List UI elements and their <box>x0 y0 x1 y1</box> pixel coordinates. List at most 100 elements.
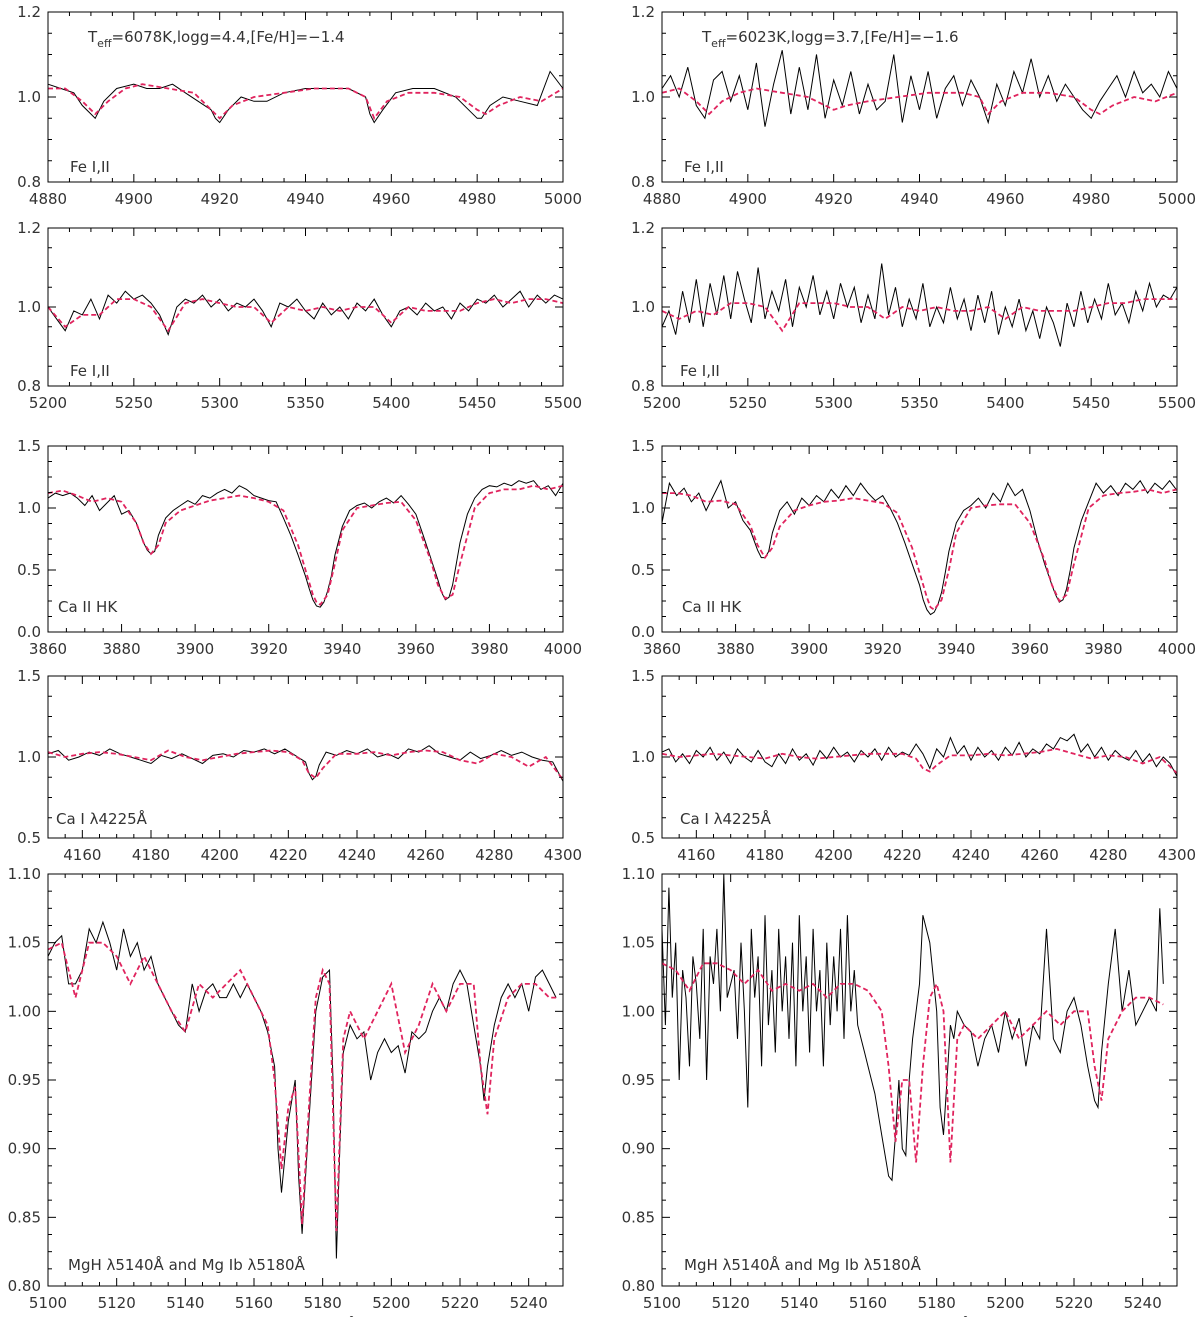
y-tick-label: 1.00 <box>8 1002 41 1020</box>
x-tick-label: 4960 <box>986 190 1024 208</box>
y-tick-label: 1.10 <box>8 865 41 883</box>
x-tick-label: 5250 <box>729 394 767 412</box>
plot-frame <box>661 227 1178 387</box>
species-label: Fe I,II <box>680 362 720 380</box>
x-tick-label: 4920 <box>201 190 239 208</box>
model-spectrum-line <box>47 298 564 333</box>
x-tick-label: 3980 <box>1084 640 1122 658</box>
model-spectrum-line <box>661 962 1164 1163</box>
model-spectrum-line <box>662 488 1178 611</box>
x-tick-label: 5120 <box>712 1294 750 1312</box>
y-tick-label: 0.90 <box>8 1140 41 1158</box>
x-tick-label: 5500 <box>544 394 582 412</box>
y-tick-label: 1.0 <box>631 748 655 766</box>
observed-spectrum-line <box>661 733 1178 777</box>
x-tick-label: 4160 <box>677 846 715 864</box>
y-tick-label: 1.05 <box>8 934 41 952</box>
y-tick-label: 0.95 <box>622 1071 655 1089</box>
y-tick-label: 1.5 <box>631 667 655 685</box>
species-label: Fe I,II <box>70 158 110 176</box>
x-tick-label: 5180 <box>918 1294 956 1312</box>
x-tick-label: 4940 <box>900 190 938 208</box>
feh-value: [Fe/H]=−1.6 <box>864 28 958 46</box>
y-tick-label: 1.0 <box>631 499 655 517</box>
x-tick-label: 4180 <box>746 846 784 864</box>
observed-spectrum-line <box>661 263 1178 347</box>
y-tick-label: 1.2 <box>631 219 655 237</box>
x-tick-label: 3900 <box>790 640 828 658</box>
observed-spectrum-line <box>47 290 564 337</box>
x-tick-label: 4300 <box>544 846 582 864</box>
x-tick-label: 3940 <box>323 640 361 658</box>
y-tick-label: 0.8 <box>631 377 655 395</box>
panel-p8: 4160 4180 4200 4220 4240 4260 4280 4300 0.5 1.0 1.… <box>631 667 1196 864</box>
x-tick-label: 5350 <box>286 394 324 412</box>
y-tick-label: 0.90 <box>622 1140 655 1158</box>
species-label: Ca I λ4225Å <box>680 809 772 828</box>
panel-p3: 5200 5250 5300 5350 5400 5450 5500 0.8 1.0 1.2 Fe … <box>17 219 582 412</box>
model-spectrum-line <box>47 484 564 606</box>
x-tick-label: 5160 <box>849 1294 887 1312</box>
x-tick-label: 4300 <box>1158 846 1196 864</box>
model-spectrum-line <box>661 747 1178 774</box>
x-tick-label: 5220 <box>1055 1294 1093 1312</box>
x-tick-label: 3940 <box>937 640 975 658</box>
y-tick-label: 1.2 <box>17 219 41 237</box>
panel-p7: 4160 4180 4200 4220 4240 4260 4280 4300 0.5 1.0 1.… <box>17 667 582 864</box>
x-tick-label: 3880 <box>102 640 140 658</box>
y-tick-label: 1.0 <box>17 88 41 106</box>
x-tick-label: 5500 <box>1158 394 1196 412</box>
x-tick-label: 5140 <box>166 1294 204 1312</box>
x-tick-label: 4900 <box>729 190 767 208</box>
species-label: Ca I λ4225Å <box>56 809 148 828</box>
teff-symbol: T <box>701 28 712 46</box>
stellar-parameters: Teff=6023K,logg=3.7,[Fe/H]=−1.6 <box>701 28 959 50</box>
x-tick-label: 4240 <box>338 846 376 864</box>
feh-value: [Fe/H]=−1.4 <box>250 28 344 46</box>
x-tick-label: 4180 <box>132 846 170 864</box>
x-tick-label: 4260 <box>407 846 445 864</box>
x-tick-label: 5200 <box>372 1294 410 1312</box>
x-tick-label: 4000 <box>544 640 582 658</box>
y-tick-label: 0.5 <box>17 829 41 847</box>
y-tick-label: 1.2 <box>17 3 41 21</box>
y-tick-label: 1.2 <box>631 3 655 21</box>
y-tick-label: 1.0 <box>17 748 41 766</box>
y-tick-label: 1.0 <box>631 88 655 106</box>
plot-frame <box>47 445 564 633</box>
x-tick-label: 5140 <box>780 1294 818 1312</box>
x-tick-label: 4220 <box>269 846 307 864</box>
x-tick-label: 4980 <box>1072 190 1110 208</box>
x-tick-label: 5180 <box>304 1294 342 1312</box>
species-label: MgH λ5140Å and Mg Ib λ5180Å <box>684 1255 922 1274</box>
y-tick-label: 1.10 <box>622 865 655 883</box>
y-tick-label: 0.80 <box>8 1277 41 1295</box>
x-tick-label: 4880 <box>29 190 67 208</box>
y-tick-label: 0.5 <box>631 829 655 847</box>
x-tick-label: 5240 <box>510 1294 548 1312</box>
x-tick-label: 4900 <box>115 190 153 208</box>
observed-spectrum-line <box>661 479 1178 616</box>
x-tick-label: 4960 <box>372 190 410 208</box>
x-tick-label: 4220 <box>883 846 921 864</box>
y-tick-label: 1.0 <box>17 298 41 316</box>
x-tick-label: 5250 <box>115 394 153 412</box>
y-tick-label: 1.5 <box>17 667 41 685</box>
x-tick-label: 4200 <box>201 846 239 864</box>
x-tick-label: 3980 <box>470 640 508 658</box>
species-label: Ca II HK <box>58 598 118 616</box>
x-tick-label: 3920 <box>250 640 288 658</box>
x-tick-label: 4000 <box>1158 640 1196 658</box>
y-tick-label: 1.00 <box>622 1002 655 1020</box>
panel-p1: 4880 4900 4920 4940 4960 4980 5000 0.8 1.0 1.2 Fe … <box>17 3 582 208</box>
x-tick-label: 5000 <box>1158 190 1196 208</box>
x-tick-label: 5350 <box>900 394 938 412</box>
x-tick-label: 3920 <box>864 640 902 658</box>
teff-subscript: eff <box>97 37 112 50</box>
observed-spectrum-line <box>47 480 564 608</box>
panel-p2: 4880 4900 4920 4940 4960 4980 5000 0.8 1.0 1.2 Fe … <box>631 3 1196 208</box>
x-tick-label: 4200 <box>815 846 853 864</box>
model-spectrum-line <box>661 87 1178 116</box>
x-tick-label: 5450 <box>458 394 496 412</box>
teff-value: =6078K, <box>112 28 177 46</box>
